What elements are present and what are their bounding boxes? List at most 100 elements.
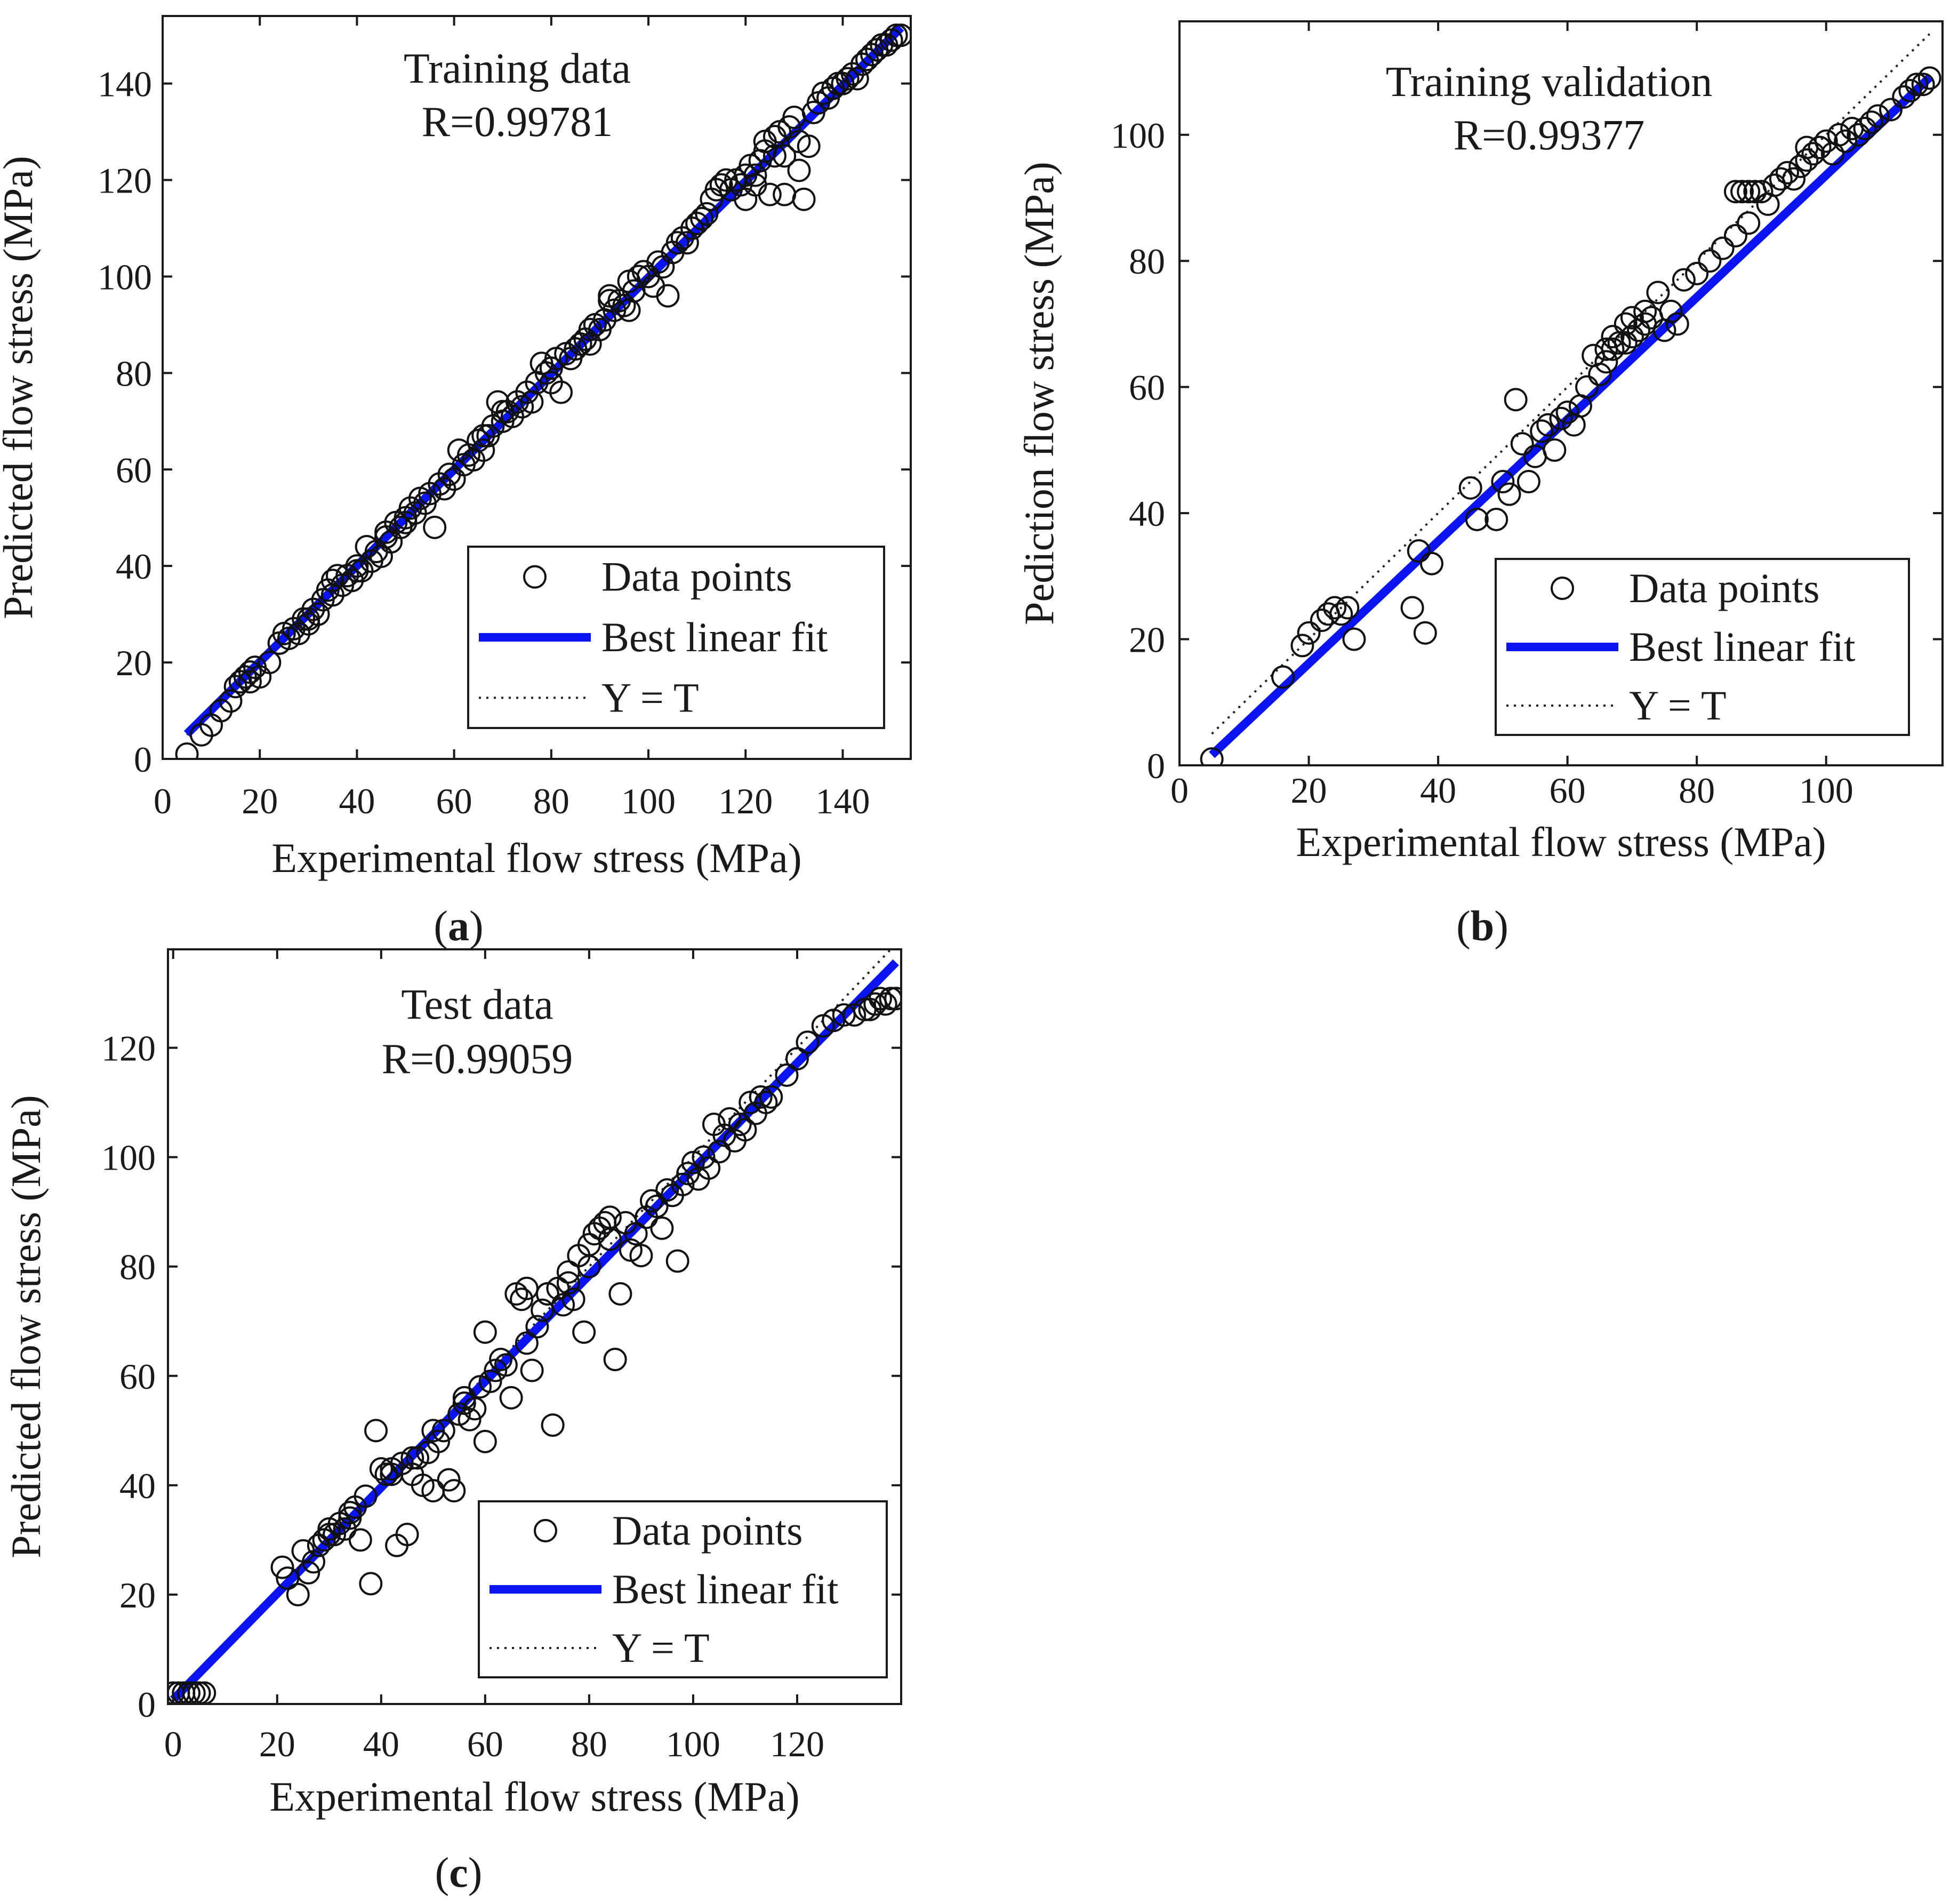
panel-c-data-point xyxy=(608,1282,632,1306)
panel-b-data-point xyxy=(1504,388,1528,412)
panel-a-data-point xyxy=(491,399,515,423)
panel-b-xtick-label: 20 xyxy=(1291,770,1327,811)
panel-b-data-point xyxy=(1853,116,1877,140)
panel-c-data-point xyxy=(572,1320,596,1344)
panel-b-data-point xyxy=(1659,299,1683,323)
panel-c-legend-marker-icon xyxy=(534,1519,557,1542)
panel-c-xtick-label: 120 xyxy=(770,1724,824,1764)
panel-a-ytick-label: 20 xyxy=(116,643,152,683)
panel-b-data-point xyxy=(1594,350,1618,374)
panel-b-data-point xyxy=(1601,325,1625,349)
panel-b-data-point xyxy=(1905,73,1929,97)
panel-a-data-point xyxy=(423,515,447,539)
panel-c-data-point xyxy=(364,1419,388,1443)
panel-b-data-point xyxy=(1730,180,1754,204)
panel-c-fit-line xyxy=(170,959,899,1703)
panel-c-ytick-label: 120 xyxy=(101,1028,156,1069)
panel-b-data-point xyxy=(1271,665,1295,689)
panel-b-ylabel: Pediction flow stress (MPa) xyxy=(1016,162,1062,625)
panel-c-data-point xyxy=(473,1320,497,1344)
panel-b-data-point xyxy=(1665,312,1689,336)
panel-a-data-point xyxy=(598,289,622,313)
panel-a-legend-marker-icon xyxy=(523,565,547,589)
panel-a-data-point xyxy=(471,438,495,462)
panel-b-data-point xyxy=(1866,104,1890,128)
panel-c-data-point xyxy=(499,1386,523,1410)
panel-c-data-point xyxy=(458,1407,482,1431)
panel-b-data-point xyxy=(1808,135,1832,159)
panel-b-legend-marker-icon xyxy=(1551,577,1574,600)
panel-b-ytick-label: 20 xyxy=(1129,620,1165,660)
panel-b-data-point xyxy=(1400,596,1424,620)
panel-b-annotation-r-value: R=0.99377 xyxy=(1454,112,1644,159)
panel-c-legend: Data points Best linear fit Y = T xyxy=(478,1500,888,1678)
panel-b-data-point xyxy=(1795,135,1819,159)
panel-b-data-point xyxy=(1698,249,1722,273)
panel-c-data-point xyxy=(624,1222,648,1246)
panel-c-data-point xyxy=(525,1315,549,1339)
panel-c-data-point xyxy=(354,1484,378,1508)
panel-c-data-point xyxy=(473,1429,497,1453)
panel-c-xlabel: Experimental flow stress (MPa) xyxy=(269,1773,799,1820)
panel-b-data-point xyxy=(1491,470,1515,494)
panel-b-ytick-label: 100 xyxy=(1111,115,1165,156)
panel-c-data-point xyxy=(785,1047,809,1071)
panel-b-data-point xyxy=(1620,325,1644,349)
panel-c-data-point xyxy=(728,1113,752,1137)
panel-c-annotation-title: Test data xyxy=(401,981,553,1028)
panel-a-data-point xyxy=(471,423,495,447)
panel-b-ytick-label: 60 xyxy=(1129,367,1165,408)
panel-b-data-point xyxy=(1737,211,1761,235)
panel-c-data-point xyxy=(692,1145,716,1169)
panel-a-data-point xyxy=(845,67,869,91)
caption-a: (a) xyxy=(434,903,483,950)
panel-a: 0 20 40 60 80 100 120 140 0 20 40 60 80 100 120 140 Expe… xyxy=(0,15,912,881)
panel-c-data-point xyxy=(697,1156,721,1180)
panel-c-xtick-label: 60 xyxy=(467,1724,503,1764)
panel-a-annotation-title: Training data xyxy=(404,45,631,92)
panel-b-data-point xyxy=(1892,85,1916,109)
panel-b-data-point xyxy=(1847,123,1871,147)
panel-a-data-point xyxy=(394,510,418,534)
panel-c-data-point xyxy=(868,987,892,1011)
panel-c-data-points xyxy=(168,987,901,1704)
panel-b-legend-label: Data points xyxy=(1629,565,1819,611)
panel-a-xtick-label: 100 xyxy=(621,781,676,821)
panel-a-legend-label: Best linear fit xyxy=(601,614,828,660)
panel-c-data-point xyxy=(879,987,901,1011)
panel-a-data-point xyxy=(675,231,699,255)
panel-c-xtick-label: 100 xyxy=(666,1724,720,1764)
panel-a-ytick-label: 100 xyxy=(98,257,152,297)
panel-b-legend: Data points Best linear fit Y = T xyxy=(1495,558,1910,736)
panel-a-xtick-label: 0 xyxy=(154,781,172,821)
panel-c-annotation-r-value: R=0.99059 xyxy=(382,1036,573,1083)
panel-b-data-point xyxy=(1497,482,1521,506)
panel-b-data-point xyxy=(1801,142,1825,166)
panel-b-data-point xyxy=(1614,331,1638,355)
panel-a-data-point xyxy=(320,569,344,593)
panel-b-data-point xyxy=(1782,167,1806,191)
panel-a-data-point xyxy=(797,134,821,158)
panel-c-axes-box xyxy=(167,948,902,1705)
panel-c-data-point xyxy=(442,1479,466,1503)
panel-b-xtick-label: 80 xyxy=(1679,770,1715,811)
caption-b: (b) xyxy=(1456,903,1508,950)
panel-b-xtick-label: 60 xyxy=(1550,770,1586,811)
panel-a-data-point xyxy=(238,660,262,684)
panel-b-data-point xyxy=(1465,507,1489,531)
panel-c-data-point xyxy=(749,1085,773,1109)
panel-c-data-point xyxy=(598,1227,622,1251)
panel-c-data-point xyxy=(796,1030,820,1054)
panel-b-xlabel: Experimental flow stress (MPa) xyxy=(1296,819,1826,865)
panel-c-data-point xyxy=(515,1331,539,1355)
panel-c-data-point xyxy=(603,1348,627,1372)
panel-c-xtick-label: 0 xyxy=(164,1724,182,1764)
panel-b-data-point xyxy=(1601,337,1625,361)
panel-a-data-point xyxy=(734,187,758,211)
panel-a-ytick-label: 0 xyxy=(134,739,152,780)
panel-a-ytick-label: 80 xyxy=(116,353,152,394)
panel-c-data-point xyxy=(556,1271,580,1295)
panel-b-data-point xyxy=(1775,161,1799,185)
panel-a-ytick-label: 120 xyxy=(98,161,152,201)
